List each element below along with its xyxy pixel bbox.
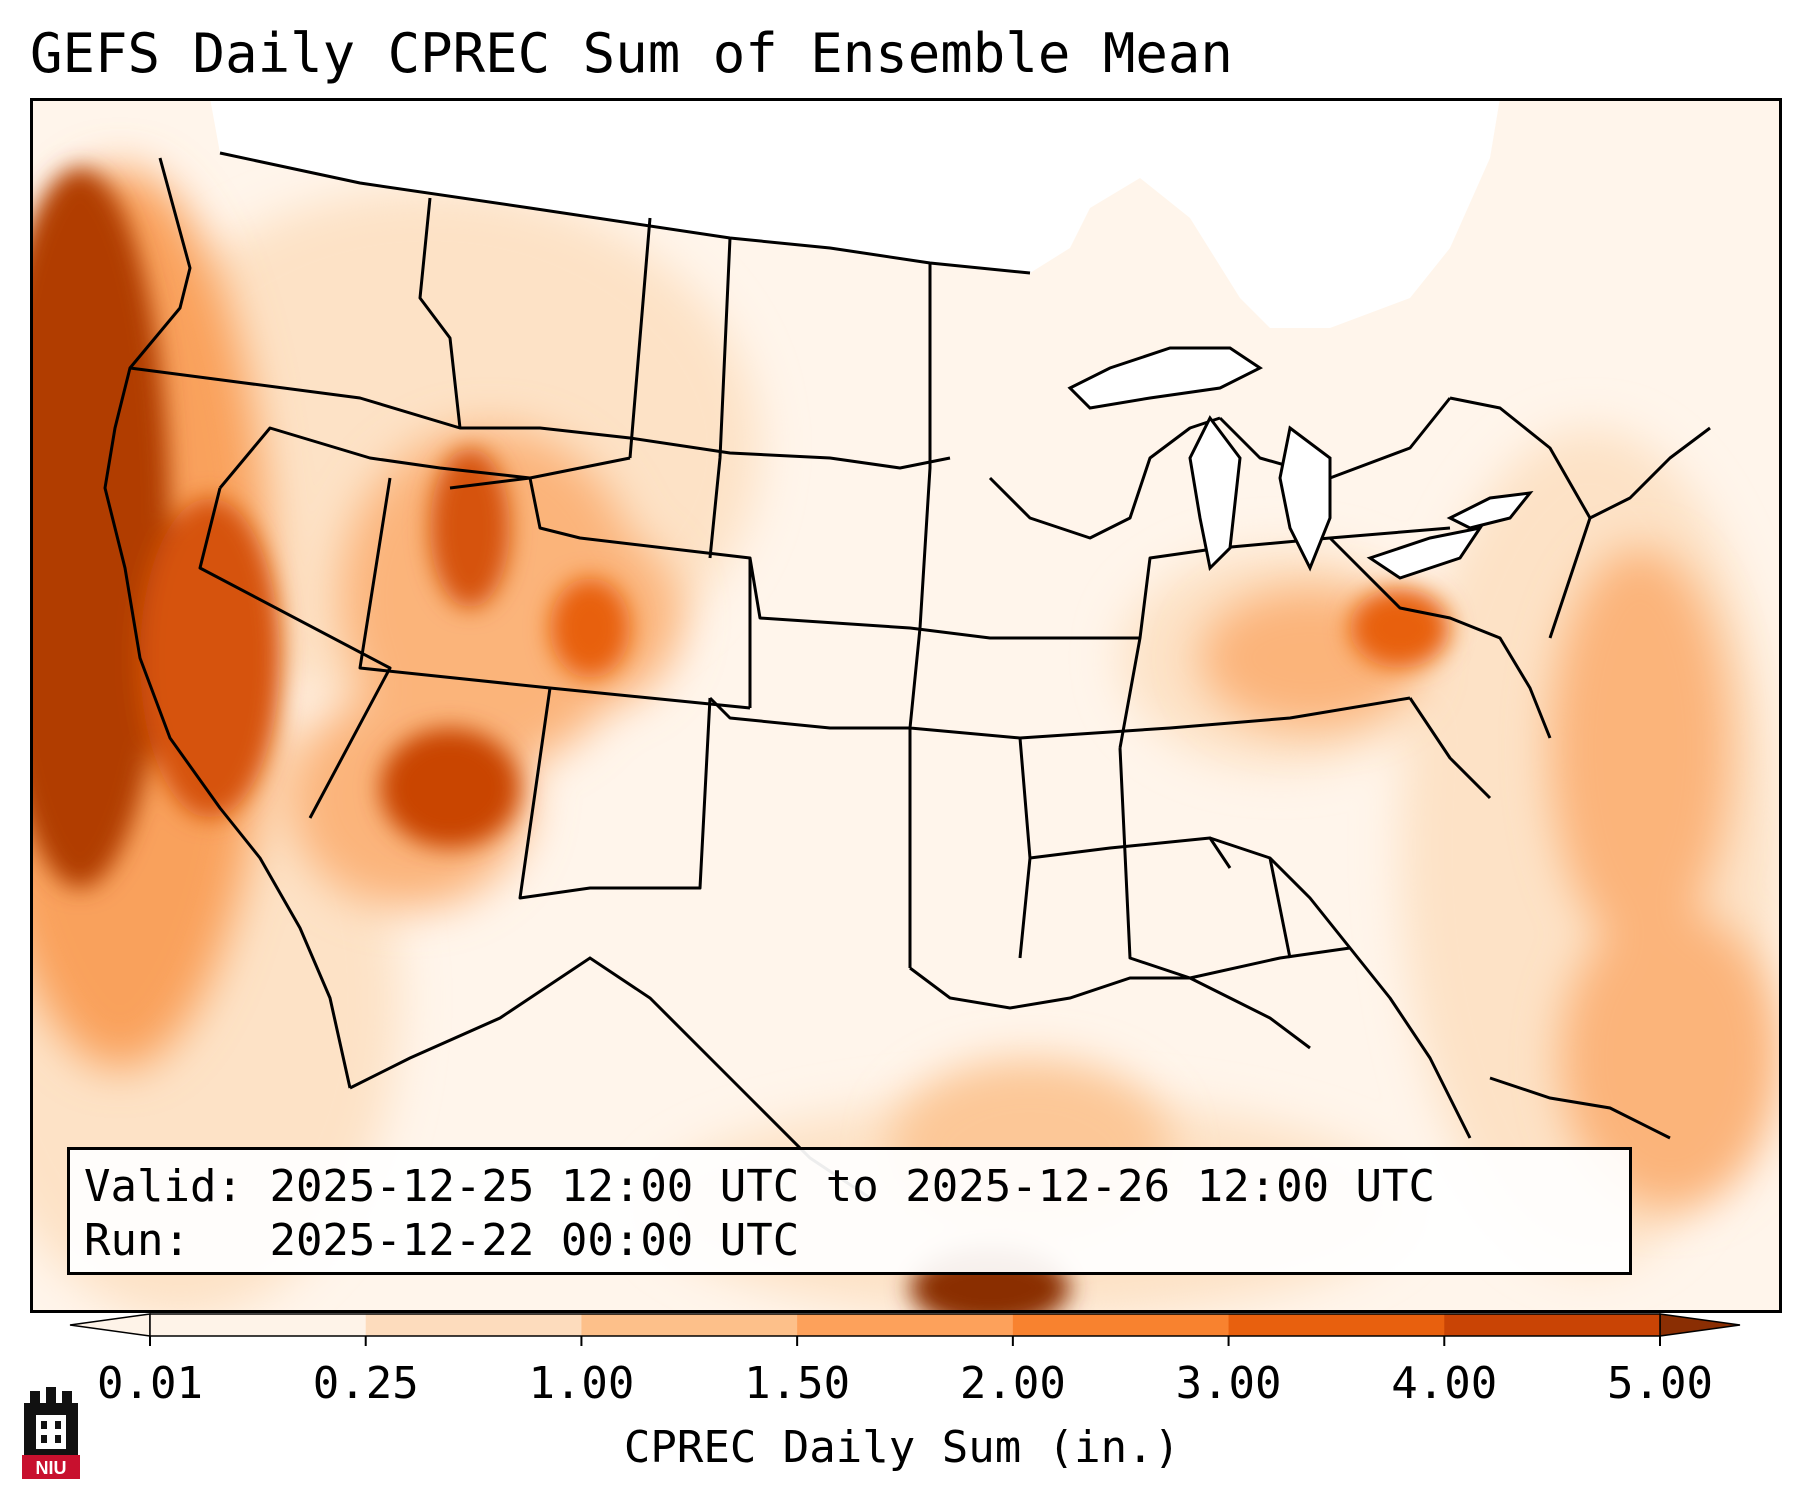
great-lakes <box>1067 346 1534 580</box>
colorbar-segment <box>797 1314 1014 1336</box>
canada-region <box>210 98 1500 328</box>
map-frame <box>30 98 1782 1313</box>
colorbar <box>69 1313 1741 1346</box>
valid-value: 2025-12-25 12:00 UTC to 2025-12-26 12:00… <box>269 1161 1436 1212</box>
colorbar-border <box>149 1313 1661 1337</box>
niu-logo: NIU <box>22 1387 80 1479</box>
state-boundaries <box>103 151 1711 1139</box>
colorbar-tick-label: 1.00 <box>528 1358 635 1409</box>
colorbar-title: CPREC Daily Sum (in.) <box>623 1422 1181 1473</box>
colorbar-segment <box>581 1314 798 1336</box>
logo-text: NIU <box>36 1458 67 1478</box>
valid-line: Valid: 2025-12-25 12:00 UTC to 2025-12-2… <box>84 1160 1615 1214</box>
colorbar-tick-label: 0.01 <box>97 1358 203 1409</box>
colorbar-extend-low <box>69 1313 151 1337</box>
precipitation-map <box>30 98 1782 1313</box>
colorbar-tick-label: 4.00 <box>1391 1358 1498 1409</box>
colorbar-segment <box>150 1314 367 1336</box>
info-box: Valid: 2025-12-25 12:00 UTC to 2025-12-2… <box>67 1147 1632 1275</box>
run-value: 2025-12-22 00:00 UTC <box>269 1215 800 1266</box>
colorbar-segment <box>1444 1314 1661 1336</box>
colorbar-tick-label: 5.00 <box>1607 1358 1713 1409</box>
colorbar-segment <box>1012 1314 1230 1336</box>
colorbar-segment <box>1228 1314 1445 1336</box>
colorbar-extend-high <box>1659 1313 1741 1337</box>
colorbar-segment <box>365 1314 582 1336</box>
colorbar-tick-label: 1.50 <box>744 1358 851 1409</box>
colorbar-tick-label: 3.00 <box>1175 1358 1282 1409</box>
valid-label: Valid: <box>84 1161 243 1212</box>
run-label: Run: <box>84 1215 190 1266</box>
run-line: Run: 2025-12-22 00:00 UTC <box>84 1214 1615 1268</box>
coastline-south <box>349 956 1671 1200</box>
colorbar-tick-label: 0.25 <box>312 1358 419 1409</box>
map-title: GEFS Daily CPREC Sum of Ensemble Mean <box>30 22 1233 85</box>
colorbar-tick-label: 2.00 <box>959 1358 1066 1409</box>
